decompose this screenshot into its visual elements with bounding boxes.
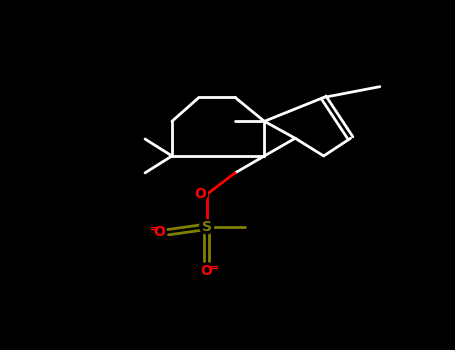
Text: =: =	[210, 262, 219, 273]
Text: O: O	[201, 264, 212, 278]
Circle shape	[193, 188, 207, 201]
Text: =: =	[150, 224, 159, 234]
Text: S: S	[202, 220, 212, 234]
Circle shape	[200, 220, 213, 234]
Circle shape	[152, 225, 166, 239]
Text: O: O	[195, 188, 207, 202]
Text: O: O	[153, 225, 165, 239]
Circle shape	[200, 264, 213, 278]
